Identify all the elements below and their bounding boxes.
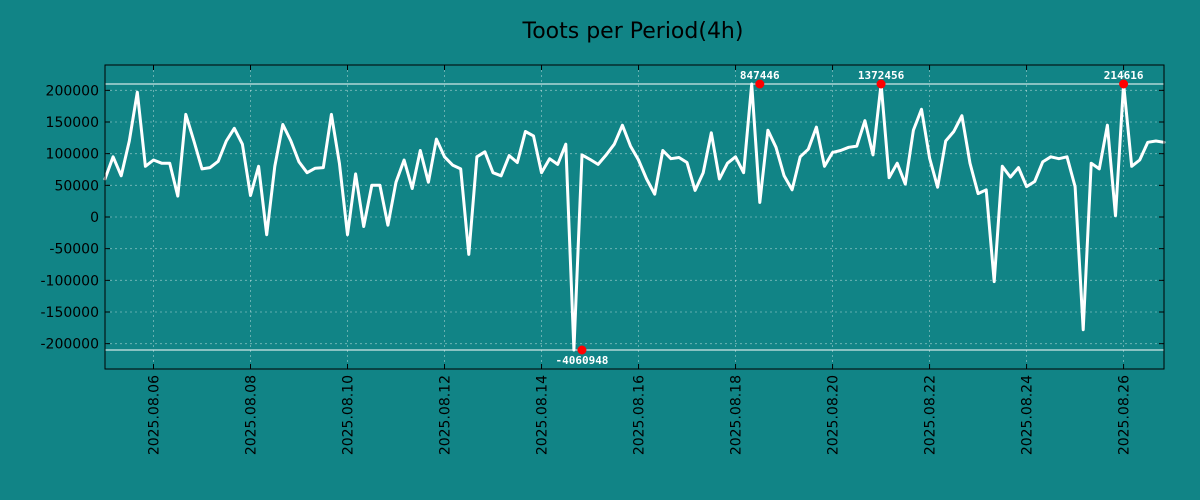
annotation-marker [876,79,886,89]
x-tick-label: 2025.08.24 [1020,375,1036,455]
x-tick-label: 2025.08.10 [341,375,357,455]
annotation-marker [755,79,765,89]
y-tick-label: -200000 [41,337,100,353]
y-tick-label: 0 [90,210,99,226]
x-tick-label: 2025.08.06 [147,375,163,455]
clip-bound-lines [105,83,1164,351]
annotation-marker [577,345,587,355]
y-tick-label: -100000 [41,273,100,289]
y-tick-label: -150000 [41,305,100,321]
x-tick-label: 2025.08.14 [535,375,551,455]
annotation-label: 214616 [1104,69,1144,82]
x-tick-label: 2025.08.08 [244,375,260,455]
annotation-label: -4060948 [555,354,608,367]
chart-title: Toots per Period(4h) [522,19,744,44]
series-line [103,82,1166,352]
x-tick-label: 2025.08.26 [1117,375,1133,455]
x-tick-label: 2025.08.12 [438,375,454,455]
x-tick-label: 2025.08.22 [923,375,939,455]
y-tick-label: -50000 [49,242,99,258]
annotation-label: 847446 [740,69,780,82]
annotation-markers: -4060948 847446 1372456 214616 [555,69,1143,367]
annotation-marker [1119,79,1129,89]
y-tick-label: 50000 [54,178,99,194]
x-tick-label: 2025.08.20 [826,375,842,455]
y-axis: 200000 150000 100000 50000 0 -50000 -100000 -15… [41,83,1164,353]
y-tick-label: 150000 [46,115,99,131]
x-tick-label: 2025.08.16 [632,375,648,455]
y-tick-label: 200000 [46,83,99,99]
y-tick-label: 100000 [46,147,99,163]
x-axis: 2025.08.06 2025.08.08 2025.08.10 2025.08.12… [147,65,1133,455]
grid [105,65,1164,369]
x-tick-label: 2025.08.18 [729,375,745,455]
annotation-label: 1372456 [858,69,905,82]
